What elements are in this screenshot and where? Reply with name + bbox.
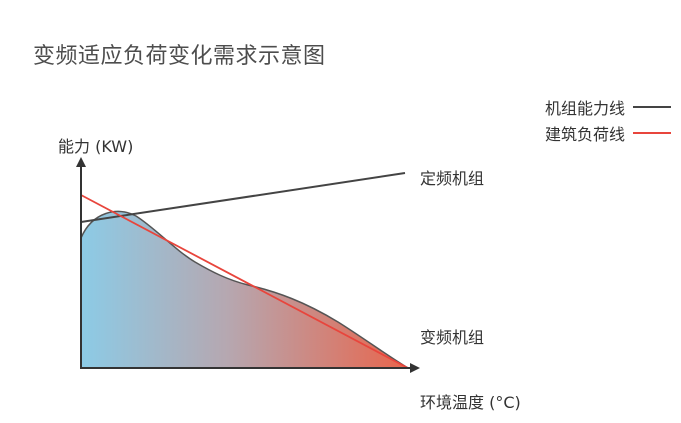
legend-label-capacity-line: 机组能力线	[544, 99, 625, 118]
building-load-line	[80, 194, 409, 369]
legend-item-load-line: 建筑负荷线	[545, 120, 671, 146]
variable-capacity-area	[81, 211, 408, 368]
legend-swatch-capacity-line	[633, 106, 671, 108]
legend: 机组能力线 建筑负荷线	[545, 94, 671, 146]
legend-label-load-line: 建筑负荷线	[544, 125, 625, 144]
fixed-capacity-line	[80, 172, 406, 223]
x-axis-label: 环境温度 (°C)	[420, 393, 521, 412]
variable-unit-annotation: 变频机组	[420, 328, 485, 347]
y-axis-label: 能力 (KW)	[58, 137, 134, 156]
legend-swatch-load-line	[633, 132, 671, 134]
diagram-title: 变频适应负荷变化需求示意图	[33, 44, 326, 69]
legend-item-capacity-line: 机组能力线	[545, 94, 671, 120]
fixed-unit-annotation: 定频机组	[420, 169, 485, 188]
